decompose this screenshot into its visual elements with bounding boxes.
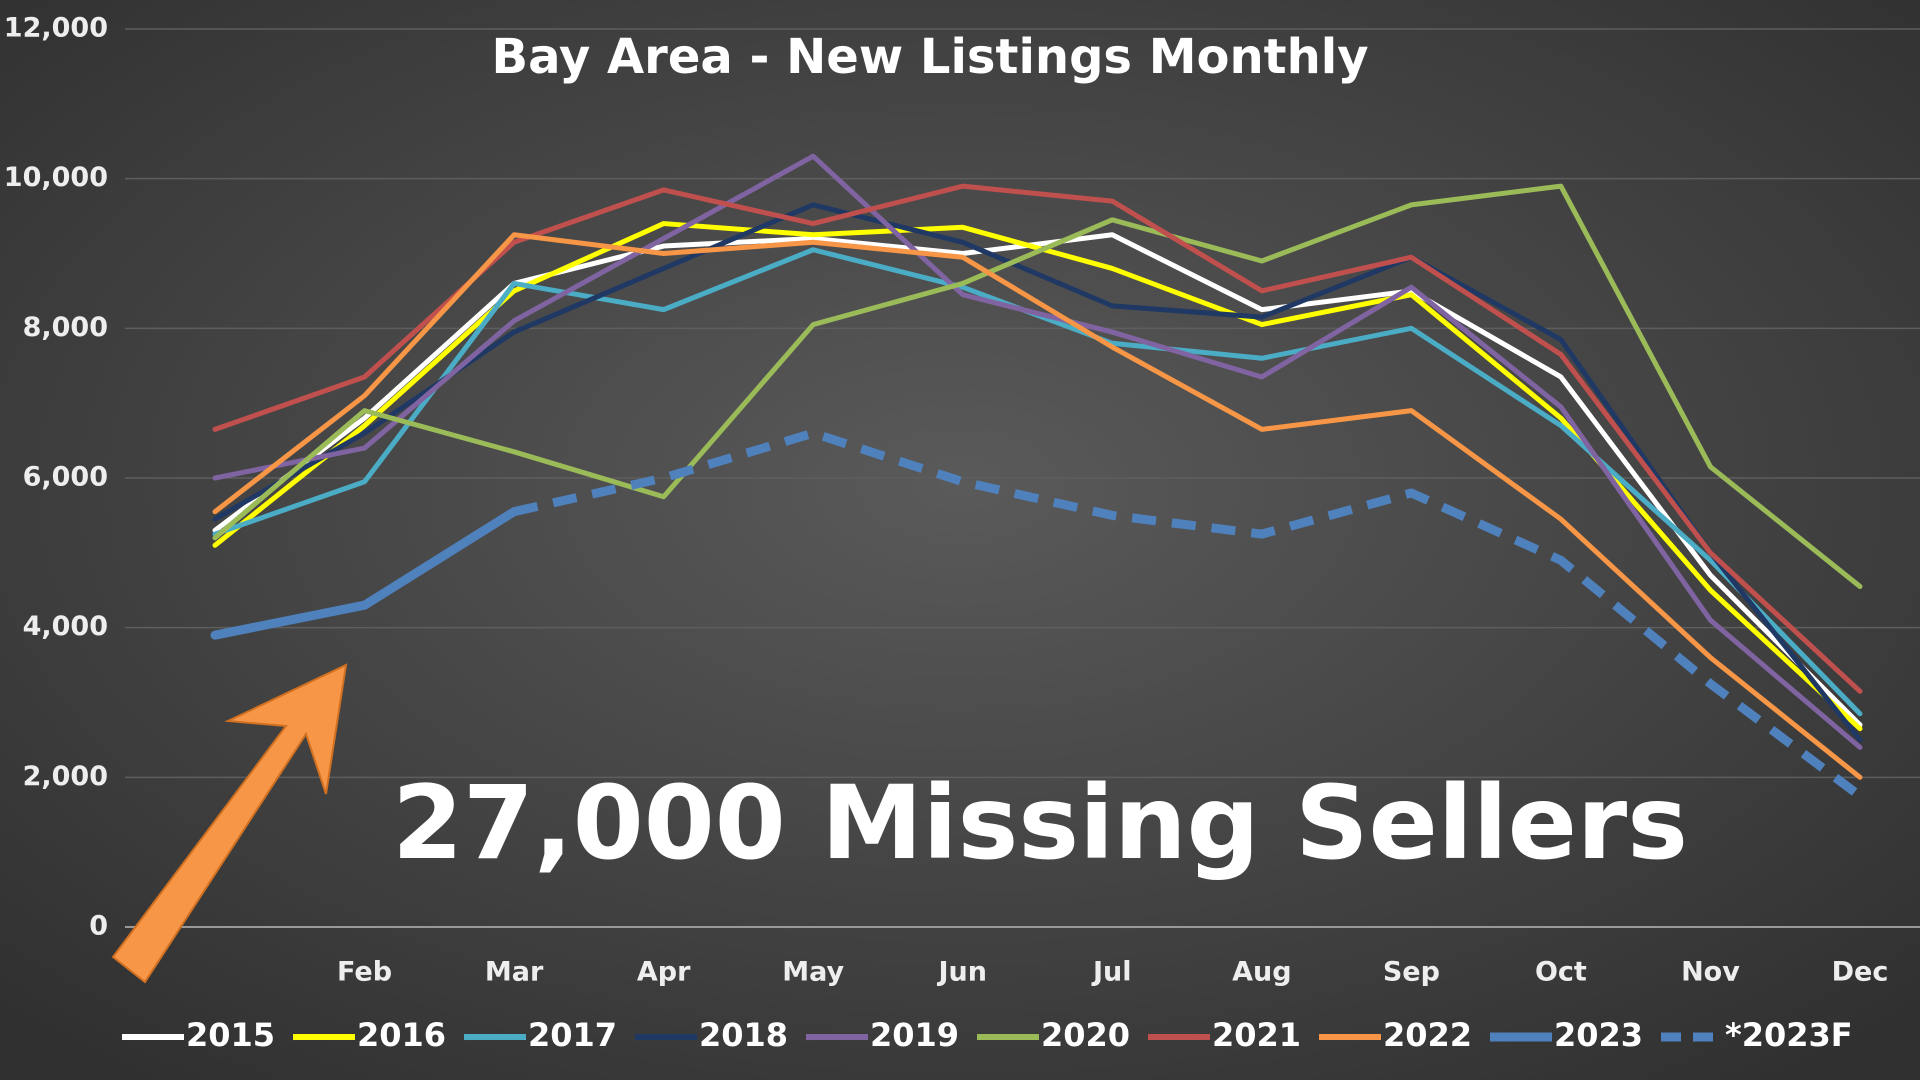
x-tick-label: Feb xyxy=(337,957,392,988)
y-tick-label: 6,000 xyxy=(23,462,108,493)
x-tick-label: Mar xyxy=(485,957,544,988)
series-line xyxy=(212,202,1863,743)
x-tick-label: Dec xyxy=(1832,957,1889,988)
x-tick-label: Aug xyxy=(1232,957,1291,988)
x-tick-label: Jun xyxy=(936,957,987,988)
x-tick-label: Oct xyxy=(1535,957,1587,988)
x-tick-label: May xyxy=(782,957,844,988)
legend-label: 2015 xyxy=(186,1016,275,1054)
series-line xyxy=(212,232,1863,728)
legend-label: 2022 xyxy=(1383,1016,1472,1054)
legend-label: 2017 xyxy=(528,1016,617,1054)
x-tick-label: Nov xyxy=(1681,957,1740,988)
series-line xyxy=(212,183,1863,590)
chart-title: Bay Area - New Listings Monthly xyxy=(492,29,1369,85)
legend-label: *2023F xyxy=(1725,1016,1853,1054)
grid: 0 2,000 4,000 6,000 8,000 10,000 12,000 Feb Mar A… xyxy=(4,13,1920,988)
y-tick-label: 4,000 xyxy=(23,611,108,642)
legend-label: 2020 xyxy=(1041,1016,1130,1054)
y-tick-label: 0 xyxy=(89,911,108,942)
legend: 2015 2016 2017 2018 2019 2020 2021 2022 2023 *202… xyxy=(122,1016,1853,1054)
series-line xyxy=(212,153,1863,750)
legend-label: 2023 xyxy=(1554,1016,1643,1054)
annotation: 27,000 Missing Sellers xyxy=(392,764,1688,883)
legend-label: 2018 xyxy=(699,1016,788,1054)
x-tick-label: Apr xyxy=(637,957,691,988)
plot xyxy=(210,153,1863,800)
series-line xyxy=(210,507,519,640)
y-tick-label: 12,000 xyxy=(4,13,108,44)
legend-label: 2019 xyxy=(870,1016,959,1054)
y-tick-label: 10,000 xyxy=(4,162,108,193)
x-tick-label: Sep xyxy=(1383,957,1440,988)
legend-label: 2016 xyxy=(357,1016,446,1054)
x-tick-label: Jul xyxy=(1091,957,1132,988)
series-line xyxy=(212,232,1863,780)
y-tick-label: 2,000 xyxy=(23,761,108,792)
series-line xyxy=(513,428,1863,800)
y-tick-label: 8,000 xyxy=(23,312,108,343)
arrow xyxy=(111,663,348,984)
legend-label: 2021 xyxy=(1212,1016,1301,1054)
